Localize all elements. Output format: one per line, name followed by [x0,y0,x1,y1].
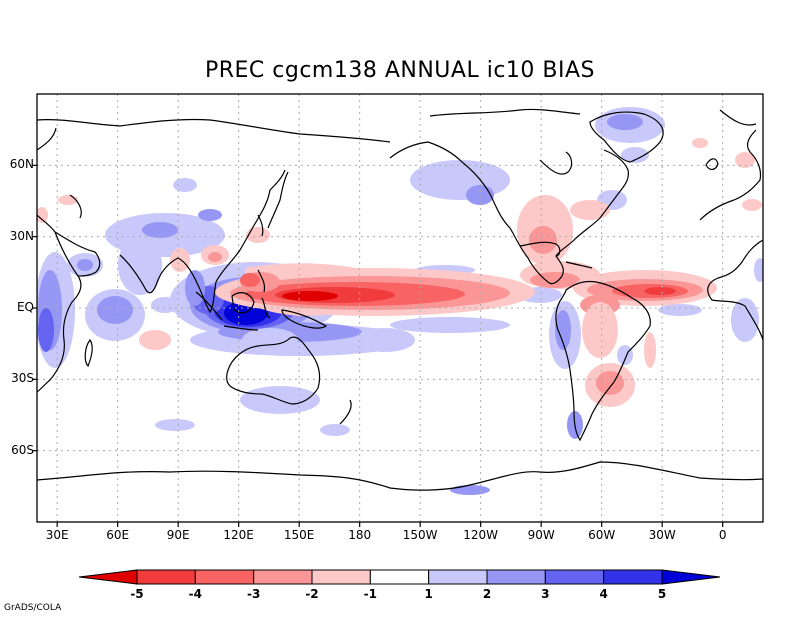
caspian-region [69,194,82,219]
colorbar-label: -1 [363,587,377,601]
x-tick-label: 180 [348,528,372,542]
madagascar-coast [84,338,93,368]
x-tick-label: 90E [166,528,190,542]
bias-field [37,107,763,495]
credit-label: GrADS/COLA [4,603,62,613]
y-tick-label: 60S [11,442,34,457]
indian-ocean-wet-anomaly [37,178,225,368]
x-tick-label: 30E [45,528,69,542]
java-coast [223,325,259,331]
atlantic-itcz-dry-anomaly [573,270,717,315]
colorbar-swatch [544,569,605,585]
australia-coast [226,336,321,405]
lat-lon-grid [37,94,763,522]
arabia-coast [54,231,101,277]
british-isles-coast [705,158,719,170]
colorbar-label: -4 [188,587,202,601]
x-tick-label: 60E [106,528,130,542]
y-tick-label: 60N [9,157,34,172]
scandinavia-coast [37,109,757,151]
hudson-bay-coast [539,151,573,175]
new-guinea-coast [281,309,328,329]
colorbar-label: 1 [424,587,433,601]
colorbar-swatch [136,569,196,585]
colorbar-label: 5 [657,587,667,601]
japan-coast [267,171,289,229]
colorbar [78,569,721,585]
arctic-coast-west [429,108,581,117]
caribbean-islands [565,261,593,269]
greenland-coast [589,111,664,163]
y-tick-label: 30S [11,371,34,386]
borneo-coast [231,292,255,314]
colorbar-label: 2 [482,587,492,601]
pacific-itcz-dry-anomaly [215,263,535,316]
north-america-coast [389,141,629,285]
x-tick-label: 30W [648,528,676,542]
sumatra-coast [195,291,223,321]
x-tick-label: 120W [463,528,499,542]
west-africa-coast [707,239,763,341]
colorbar-label: 4 [599,587,608,601]
north-atlantic-wet-anomaly [595,107,763,342]
se-asia-coast [177,169,286,314]
colorbar-swatch [311,569,371,585]
colorbar-label: -5 [130,587,144,601]
x-tick-label: 0 [718,528,727,542]
colorbar-swatch [253,569,313,585]
colorbar-swatch [428,569,488,585]
americas-wet-anomaly [410,160,633,495]
x-tick-label: 90W [527,528,555,542]
colorbar-swatch [369,569,430,585]
colorbar-label: 3 [541,587,550,601]
colorbar-swatch [603,569,663,585]
colorbar-label: -3 [246,587,261,601]
antarctica-coast [37,461,763,491]
axis-ticks [32,164,724,527]
colorbar-swatch [194,569,255,585]
gulf-of-mexico-coast [519,241,561,257]
y-tick-label: 30N [9,228,34,243]
philippines-coast [257,269,266,293]
central-america-dry-anomaly [517,195,610,289]
europe-coast [699,129,762,221]
x-tick-label: 150W [402,528,438,542]
arctic-coast [37,118,391,143]
x-tick-label: 120E [223,528,254,542]
colorbar-max-extension [661,569,721,585]
colorbar-min-extension [78,569,138,585]
south-america-coast [555,280,651,442]
sulawesi-coast [261,297,271,319]
map-title: PREC cgcm138 ANNUAL ic10 BIAS [204,58,596,83]
india-coast [119,254,179,294]
y-tick-label: EQ [16,300,34,314]
x-tick-label: 60W [588,528,616,542]
coastlines [37,108,763,491]
x-tick-label: 150E [283,528,315,542]
new-zealand-coast [339,399,352,425]
colorbar-label: -2 [305,587,319,601]
korea-coast [257,214,264,237]
colorbar-swatch [486,569,546,585]
